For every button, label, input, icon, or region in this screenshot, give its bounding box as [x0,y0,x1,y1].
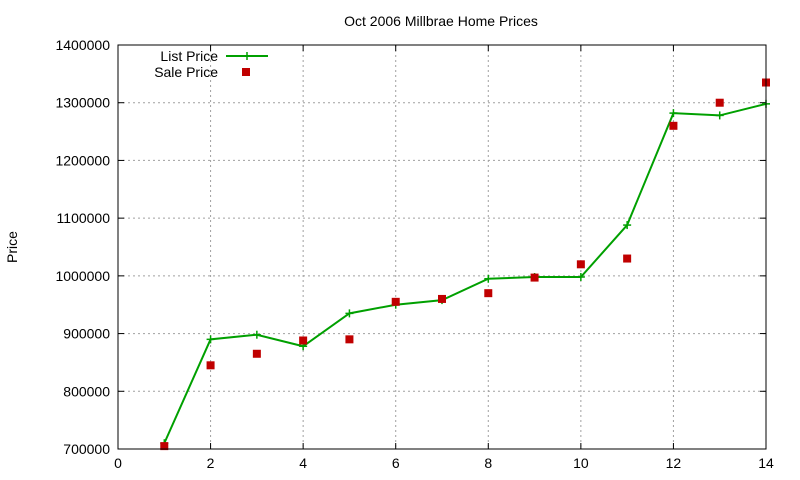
y-tick-label: 700000 [63,441,110,457]
sale-price-point [438,294,446,303]
x-tick-label: 10 [573,455,589,471]
legend-label-sale-price: Sale Price [154,64,218,80]
sale-price-point [715,98,724,107]
sale-price-point [252,349,261,358]
x-tick-label: 14 [758,455,774,471]
list-price-line [163,102,767,444]
sale-price-point [623,254,632,263]
sale-price-point [484,289,493,298]
sale-price-point [391,297,400,306]
y-tick-label: 1100000 [57,210,111,226]
legend-label-list-price: List Price [160,48,218,64]
legend-marker-sale-price [242,68,250,76]
list-price-point [252,330,261,339]
legend-marker-list-price [243,52,251,60]
x-tick-label: 12 [666,455,682,471]
sale-price-point [669,121,678,130]
list-price-point [345,309,354,318]
list-price-point [206,335,215,344]
y-axis-label: Price [4,231,20,263]
sale-price-point [345,335,354,344]
grid-lines [118,45,766,449]
plot-area [160,78,770,451]
sale-price-point [160,442,169,451]
y-tick-label: 1400000 [55,37,110,53]
y-tick-label: 800000 [63,383,110,399]
sale-price-point [576,260,585,269]
x-tick-label: 2 [207,455,215,471]
list-price-point [669,109,678,118]
x-tick-label: 0 [114,455,122,471]
list-price-point [715,111,724,120]
y-tick-label: 1000000 [55,268,110,284]
list-price-point [576,273,585,282]
sale-price-point [206,361,215,370]
x-tick-label: 4 [299,455,307,471]
plot-border [117,44,767,450]
y-tick-label: 900000 [63,326,110,342]
axis-ticks: 0 2 4 6 8 10 12 14 700000 800000 900000 1000000 1100… [55,37,774,471]
chart-title: Oct 2006 Millbrae Home Prices [344,13,538,29]
y-tick-label: 1300000 [55,95,110,111]
x-tick-label: 6 [392,455,400,471]
sale-price-point [530,273,539,282]
list-price-point [484,274,493,283]
list-price-point [623,221,632,230]
x-tick-label: 8 [484,455,492,471]
sale-price-point [299,336,308,345]
y-tick-label: 1200000 [55,152,110,168]
